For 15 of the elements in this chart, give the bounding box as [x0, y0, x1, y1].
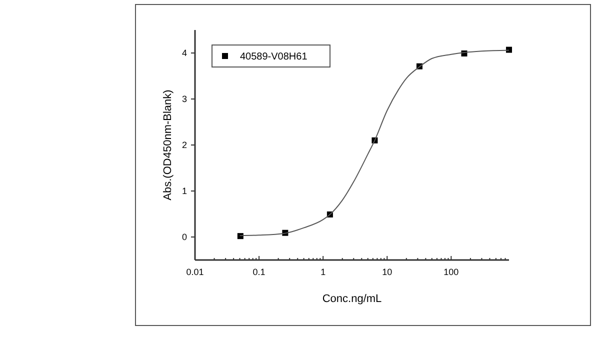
y-tick-label: 3 — [182, 94, 187, 104]
point — [506, 46, 512, 53]
x-axis-title: Conc.ng/mL — [322, 293, 382, 305]
y-tick-label: 1 — [182, 186, 187, 196]
y-tick-label: 2 — [182, 140, 187, 150]
x-tick-label: 0.1 — [252, 267, 266, 277]
x-tick-label: 10 — [382, 267, 392, 277]
y-tick-label: 0 — [182, 232, 187, 242]
point — [237, 233, 244, 240]
x-tick-label: 0.01 — [186, 267, 204, 277]
x-tick-label: 100 — [444, 267, 459, 277]
legend-label: 40589-V08H61 — [240, 52, 308, 62]
y-axis-title: Abs.(OD450nm-Blank) — [162, 90, 174, 200]
x-tick-label: 1 — [320, 267, 326, 277]
y-tick-label: 4 — [182, 48, 187, 58]
